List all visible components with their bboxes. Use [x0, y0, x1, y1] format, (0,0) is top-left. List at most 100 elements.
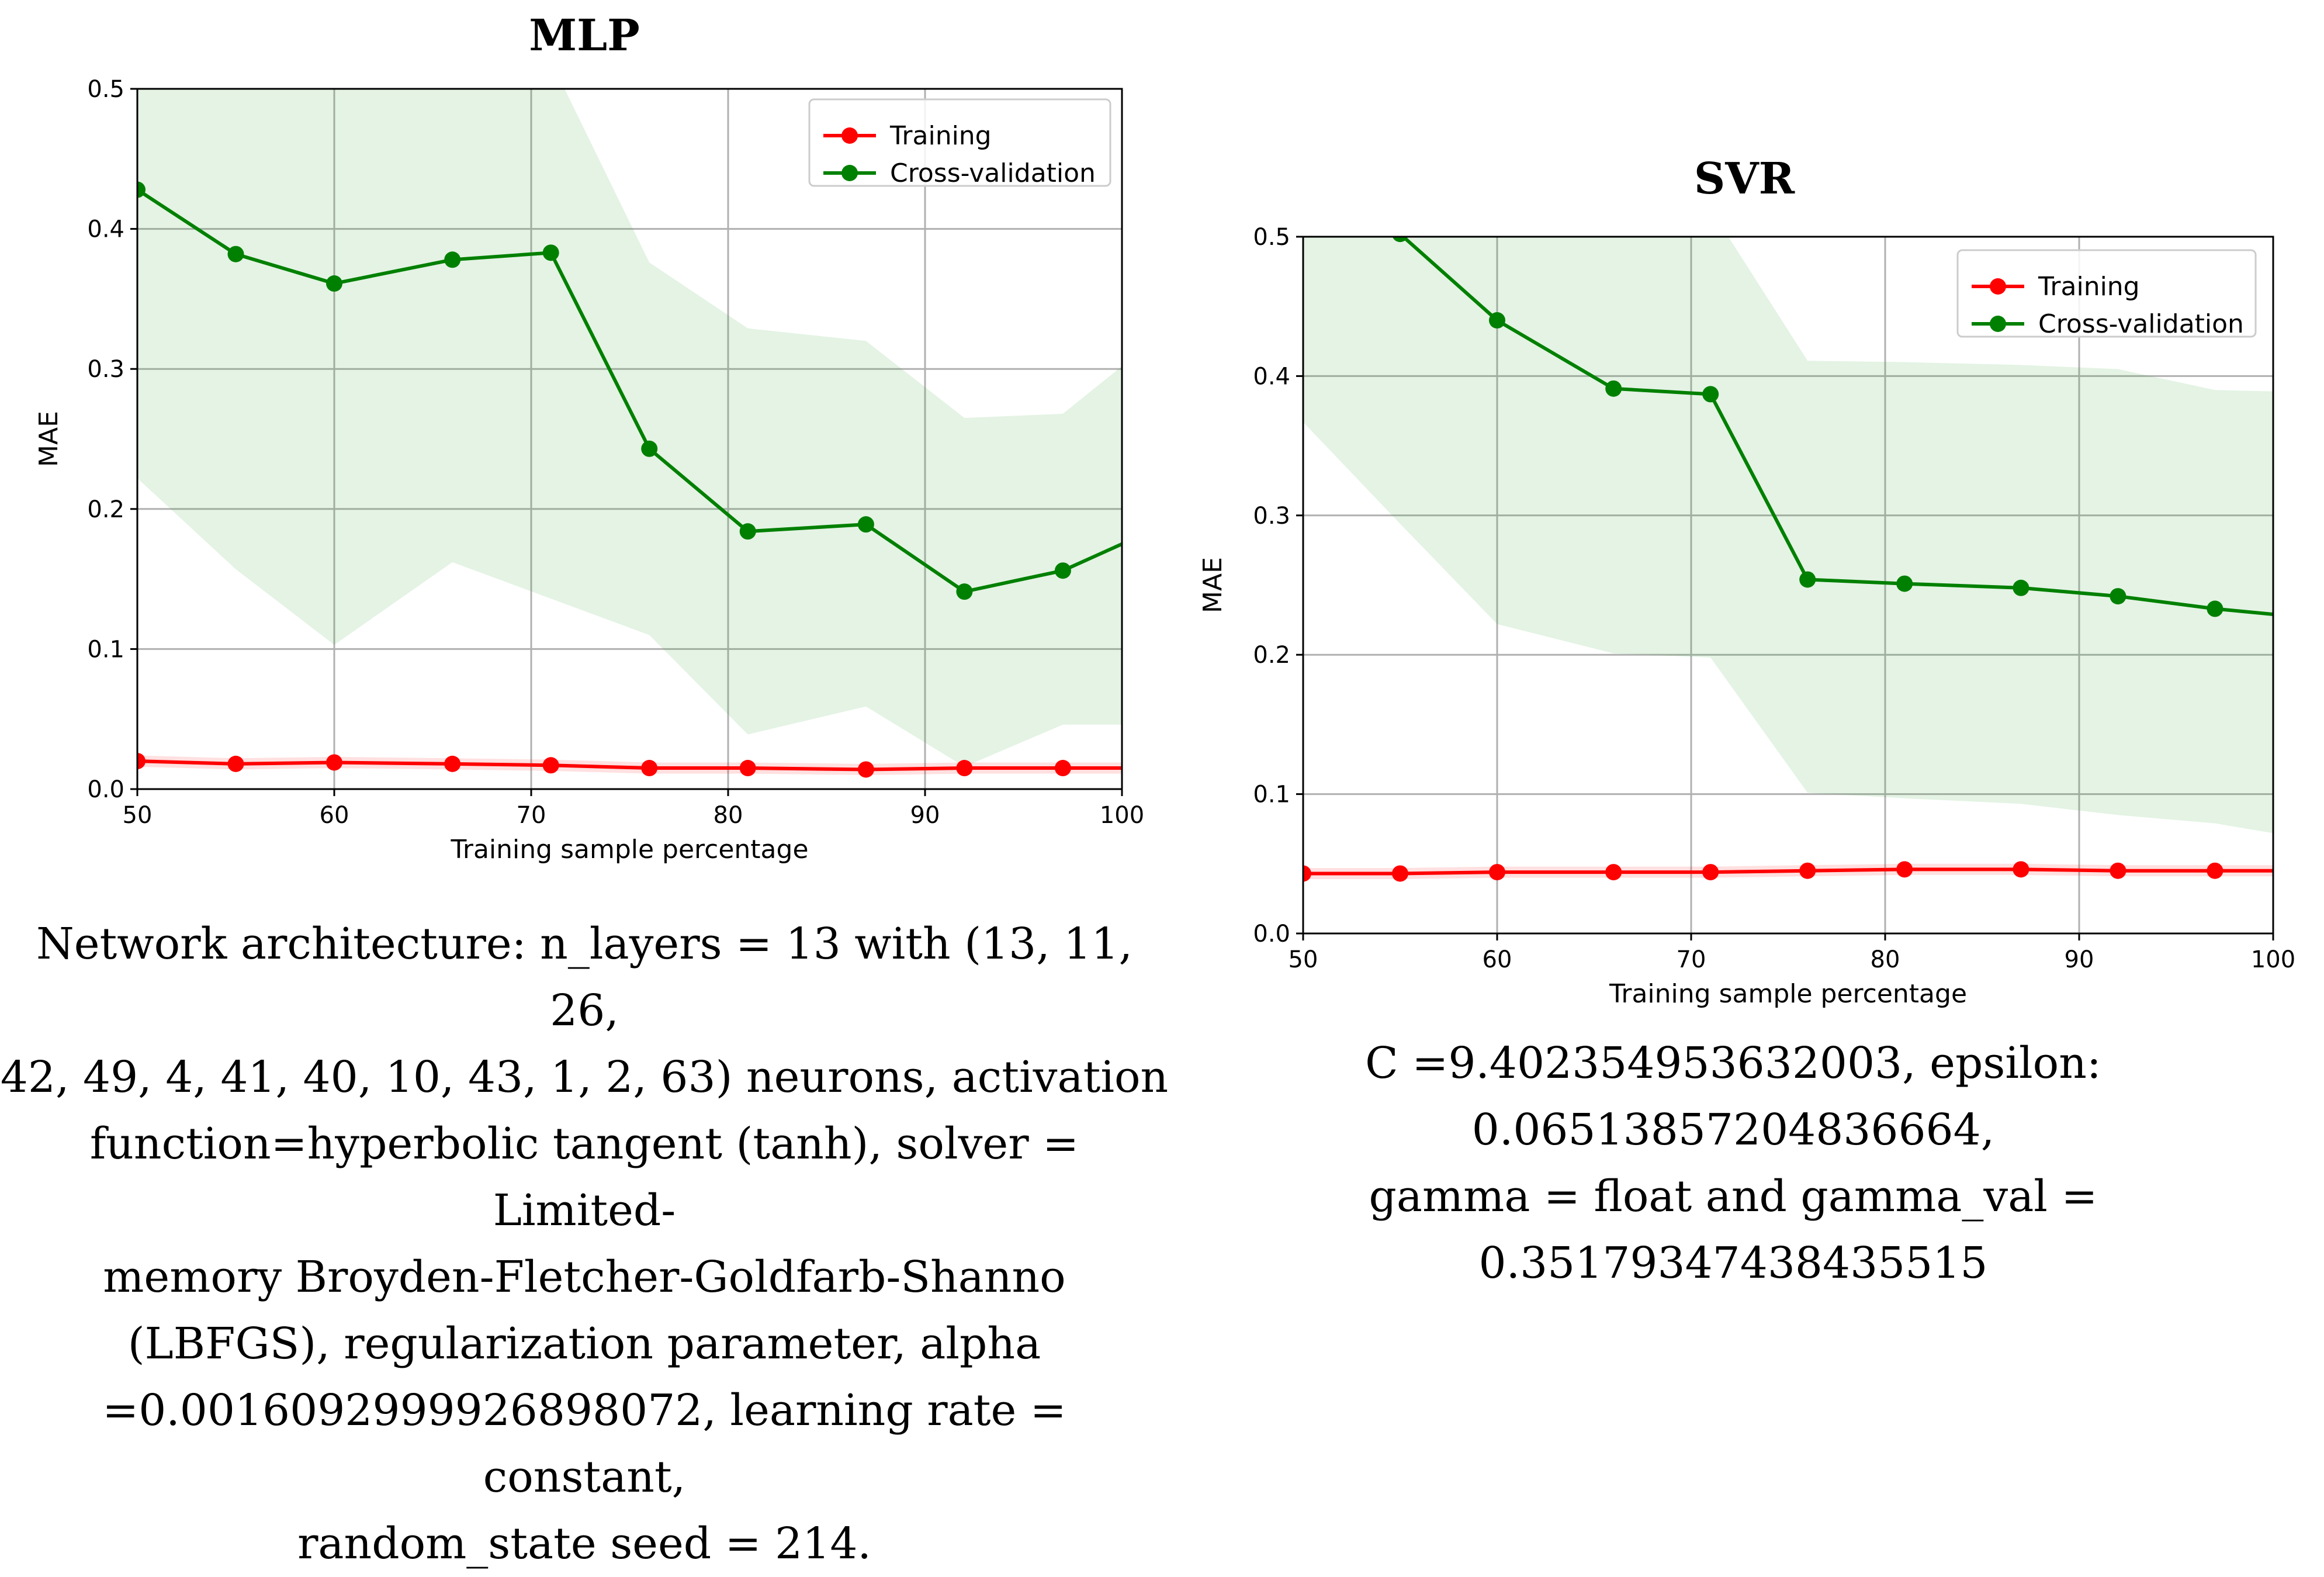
mlp-point-cross-validation: [137, 181, 146, 198]
mlp-caption-line: =0.0016092999926898072, learning rate = …: [102, 1385, 1066, 1502]
mlp-x-axis-label: Training sample percentage: [450, 835, 808, 864]
mlp-band-cross-validation: [137, 89, 1122, 767]
svr-chart-title: SVR: [1693, 154, 1795, 204]
svr-band-cross-validation: [1303, 237, 2273, 834]
svr-caption: C =9.402354953632003, epsilon: 0.0651385…: [1142, 1030, 2324, 1296]
mlp-legend-box: [808, 98, 1111, 187]
mlp-y-tick-label: 0.2: [87, 496, 124, 523]
svr-point-training: [1799, 862, 1816, 879]
mlp-point-cross-validation: [326, 275, 342, 292]
mlp-x-tick-label: 90: [910, 802, 940, 829]
mlp-y-tick-label: 0.1: [87, 636, 124, 663]
svr-x-axis-label: Training sample percentage: [1609, 979, 1967, 1009]
mlp-x-tick-label: 80: [714, 802, 743, 829]
mlp-caption-line: (LBFGS), regularization parameter, alpha: [127, 1319, 1041, 1369]
svr-point-training: [1702, 864, 1719, 881]
svr-x-tick-label: 70: [1677, 946, 1706, 973]
mlp-point-cross-validation: [1054, 562, 1071, 579]
svr-x-tick-label: 100: [2251, 946, 2295, 973]
mlp-x-tick-label: 50: [123, 802, 153, 829]
svr-point-training: [1896, 861, 1913, 878]
svr-y-tick-label: 0.4: [1253, 363, 1290, 390]
svr-point-cross-validation: [1605, 380, 1622, 397]
mlp-point-cross-validation: [739, 523, 756, 540]
mlp-point-cross-validation: [641, 440, 658, 457]
mlp-y-tick-label: 0.4: [87, 216, 124, 243]
svr-point-cross-validation: [1489, 312, 1505, 329]
svr-caption-line: gamma = float and gamma_val =: [1369, 1171, 2098, 1222]
svr-x-tick-label: 90: [2065, 946, 2094, 973]
mlp-point-training: [857, 761, 874, 778]
svr-y-tick-label: 0.2: [1253, 642, 1290, 669]
mlp-point-cross-validation: [857, 516, 874, 533]
mlp-x-tick-label: 60: [320, 802, 349, 829]
svr-point-cross-validation: [1295, 200, 1311, 217]
mlp-chart: 50 60 70 80 90 100 0.0 0.1 0.2 0.3 0.4 0.5 Training …: [34, 76, 1144, 864]
svr-point-cross-validation: [1702, 386, 1719, 403]
mlp-point-training: [542, 757, 559, 774]
mlp-caption: Network architecture: n_layers = 13 with…: [0, 911, 1169, 1577]
mlp-caption-line: 42, 49, 4, 41, 40, 10, 43, 1, 2, 63) neu…: [0, 1052, 1169, 1102]
svr-point-cross-validation: [2013, 579, 2029, 596]
mlp-x-tick-label: 100: [1100, 802, 1144, 829]
svr-point-training: [2013, 861, 2029, 878]
svr-point-training: [1392, 865, 1408, 882]
mlp-point-training: [739, 760, 756, 777]
mlp-y-tick-label: 0.0: [87, 776, 124, 803]
mlp-legend-marker-cross-validation: [841, 165, 858, 181]
svr-point-cross-validation: [1799, 571, 1816, 588]
mlp-caption-line: random_state seed = 214.: [297, 1519, 871, 1569]
svr-legend-label-cross-validation: Cross-validation: [2038, 309, 2244, 339]
mlp-chart-title: MLP: [529, 11, 640, 61]
svr-legend-box: [1956, 249, 2257, 338]
svr-point-training: [2207, 862, 2223, 879]
svr-point-training: [2110, 862, 2126, 879]
svr-x-tick-label: 60: [1483, 946, 1512, 973]
svr-y-tick-label: 0.5: [1253, 224, 1290, 251]
mlp-point-training: [1054, 760, 1071, 777]
svr-legend-label-training: Training: [2038, 272, 2140, 302]
svr-point-cross-validation: [1896, 575, 1913, 592]
mlp-y-tick-label: 0.5: [87, 76, 124, 103]
svr-panel: SVR 50 60 70 80 90 100 0.0 0.1 0.2 0.3 0.4 0.5 Train…: [1160, 0, 2324, 1372]
mlp-legend-label-cross-validation: Cross-validation: [890, 158, 1096, 188]
mlp-caption-line: function=hyperbolic tangent (tanh), solv…: [89, 1119, 1079, 1236]
svr-plot-area: [1295, 200, 2273, 882]
mlp-point-cross-validation: [542, 244, 559, 261]
svr-y-tick-label: 0.3: [1253, 503, 1290, 530]
mlp-legend-marker-training: [841, 127, 858, 144]
svr-caption-line: C =9.402354953632003, epsilon: 0.0651385…: [1365, 1038, 2101, 1155]
mlp-x-tick-label: 70: [517, 802, 546, 829]
svr-point-training: [1489, 864, 1505, 881]
mlp-plot-area: [137, 89, 1122, 778]
svr-axes-frame: [1302, 236, 2274, 935]
svr-point-training: [1303, 865, 1311, 882]
mlp-legend-label-training: Training: [889, 121, 992, 151]
mlp-point-cross-validation: [227, 245, 244, 262]
mlp-point-training: [641, 760, 658, 777]
mlp-caption-line: memory Broyden-Fletcher-Goldfarb-Shanno: [103, 1252, 1066, 1302]
mlp-axes-frame: [136, 88, 1123, 790]
svr-y-tick-label: 0.1: [1253, 781, 1290, 808]
svr-point-cross-validation: [1392, 237, 1408, 243]
mlp-point-training: [137, 753, 146, 770]
mlp-point-cross-validation: [956, 583, 973, 600]
svr-x-tick-label: 50: [1289, 946, 1318, 973]
mlp-caption-line: Network architecture: n_layers = 13 with…: [36, 919, 1132, 1036]
svr-point-training: [1605, 864, 1622, 881]
mlp-point-cross-validation: [444, 251, 461, 268]
mlp-point-training: [444, 755, 461, 772]
svr-caption-line: 0.35179347438435515: [1478, 1238, 1988, 1288]
svr-legend-marker-cross-validation: [1990, 316, 2006, 332]
mlp-point-training: [956, 760, 973, 777]
mlp-y-axis-label: MAE: [34, 411, 64, 467]
svr-point-cross-validation: [2207, 600, 2223, 617]
mlp-panel: MLP 50 60 70 80 90 100 0.0 0.1 0.2 0.3 0.4 0.5 Train…: [0, 0, 1169, 1569]
svr-chart: 50 60 70 80 90 100 0.0 0.1 0.2 0.3 0.4 0.5 Training …: [1198, 200, 2295, 1009]
svr-point-cross-validation: [2110, 588, 2126, 605]
svr-y-axis-label: MAE: [1198, 557, 1228, 613]
mlp-point-training: [326, 754, 342, 771]
mlp-point-training: [227, 755, 244, 772]
svr-x-tick-label: 80: [1871, 946, 1900, 973]
mlp-y-tick-label: 0.3: [87, 356, 124, 383]
